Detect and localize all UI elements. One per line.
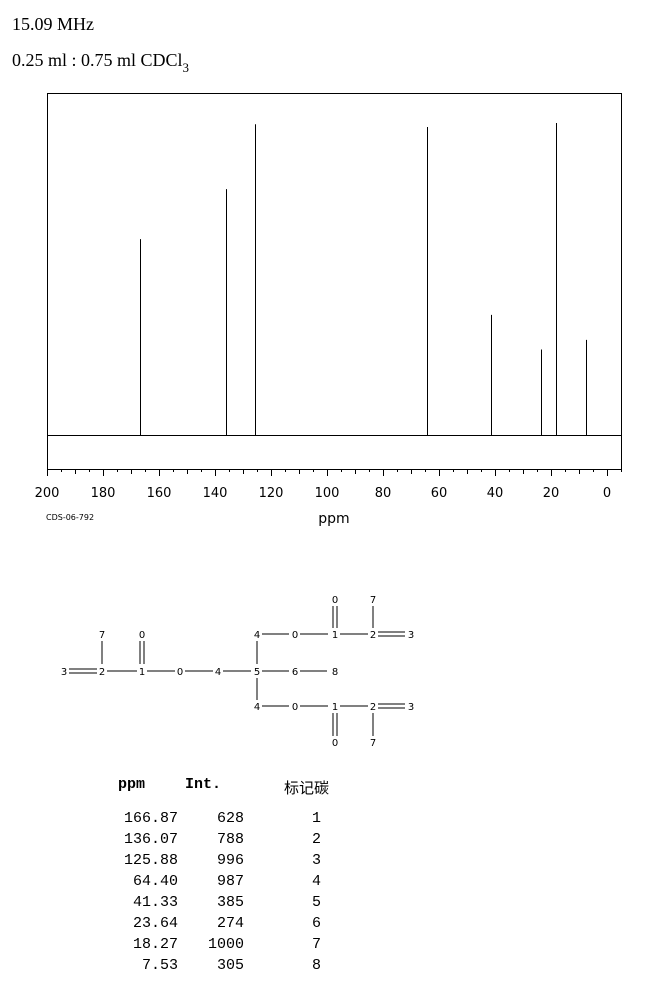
x-tick-label: 120: [259, 486, 284, 501]
x-tick-label: 20: [543, 486, 560, 501]
atom-label: 0: [139, 630, 145, 641]
atom-label: 1: [139, 667, 145, 678]
atom-label: 0: [332, 738, 338, 749]
x-tick-label: 80: [375, 486, 392, 501]
atom-label: 4: [215, 667, 221, 678]
structure-bonds: [69, 606, 405, 736]
atom-label: 7: [99, 630, 105, 641]
frequency-label: 15.09 MHz: [12, 14, 94, 34]
solvent-subscript: 3: [182, 60, 190, 75]
x-tick-label: 180: [91, 486, 116, 501]
x-tick-label: 160: [147, 486, 172, 501]
atom-label: 8: [332, 667, 338, 678]
atom-label: 7: [370, 738, 376, 749]
x-tick-label: 60: [431, 486, 448, 501]
atom-label: 1: [332, 630, 338, 641]
atom-label: 6: [292, 667, 298, 678]
solvent-text: 0.25 ml : 0.75 ml CDCl: [12, 50, 183, 70]
spectrum-code: CDS-06-792: [46, 513, 95, 522]
atom-label: 0: [292, 702, 298, 713]
atom-label: 5: [254, 667, 260, 678]
atom-label: 4: [254, 630, 260, 641]
atom-label: 0: [332, 595, 338, 606]
atom-label: 2: [99, 667, 105, 678]
x-axis-label: ppm: [318, 511, 349, 527]
atom-label: 4: [254, 702, 260, 713]
atom-label: 2: [370, 630, 376, 641]
peaks-group: [140, 123, 587, 435]
atom-label: 2: [370, 702, 376, 713]
x-tick-label: 140: [203, 486, 228, 501]
atom-label: 1: [332, 702, 338, 713]
x-tick-label: 40: [487, 486, 504, 501]
x-tick-label: 200: [35, 486, 60, 501]
atom-label: 0: [177, 667, 183, 678]
atom-label: 3: [408, 630, 414, 641]
atom-label: 7: [370, 595, 376, 606]
atom-label: 3: [61, 667, 67, 678]
nmr-spectrum-chart: 200 180 160 140 120 100 80 60 40 20 0 ppm: [35, 93, 622, 527]
x-tick-label: 0: [603, 486, 611, 501]
plot-frame: [47, 93, 622, 470]
atom-label: 0: [292, 630, 298, 641]
x-axis-ticks: 200 180 160 140 120 100 80 60 40 20 0: [35, 469, 622, 501]
x-tick-label: 100: [315, 486, 340, 501]
solvent-label: 0.25 ml : 0.75 ml CDCl3: [12, 50, 189, 78]
atom-label: 3: [408, 702, 414, 713]
